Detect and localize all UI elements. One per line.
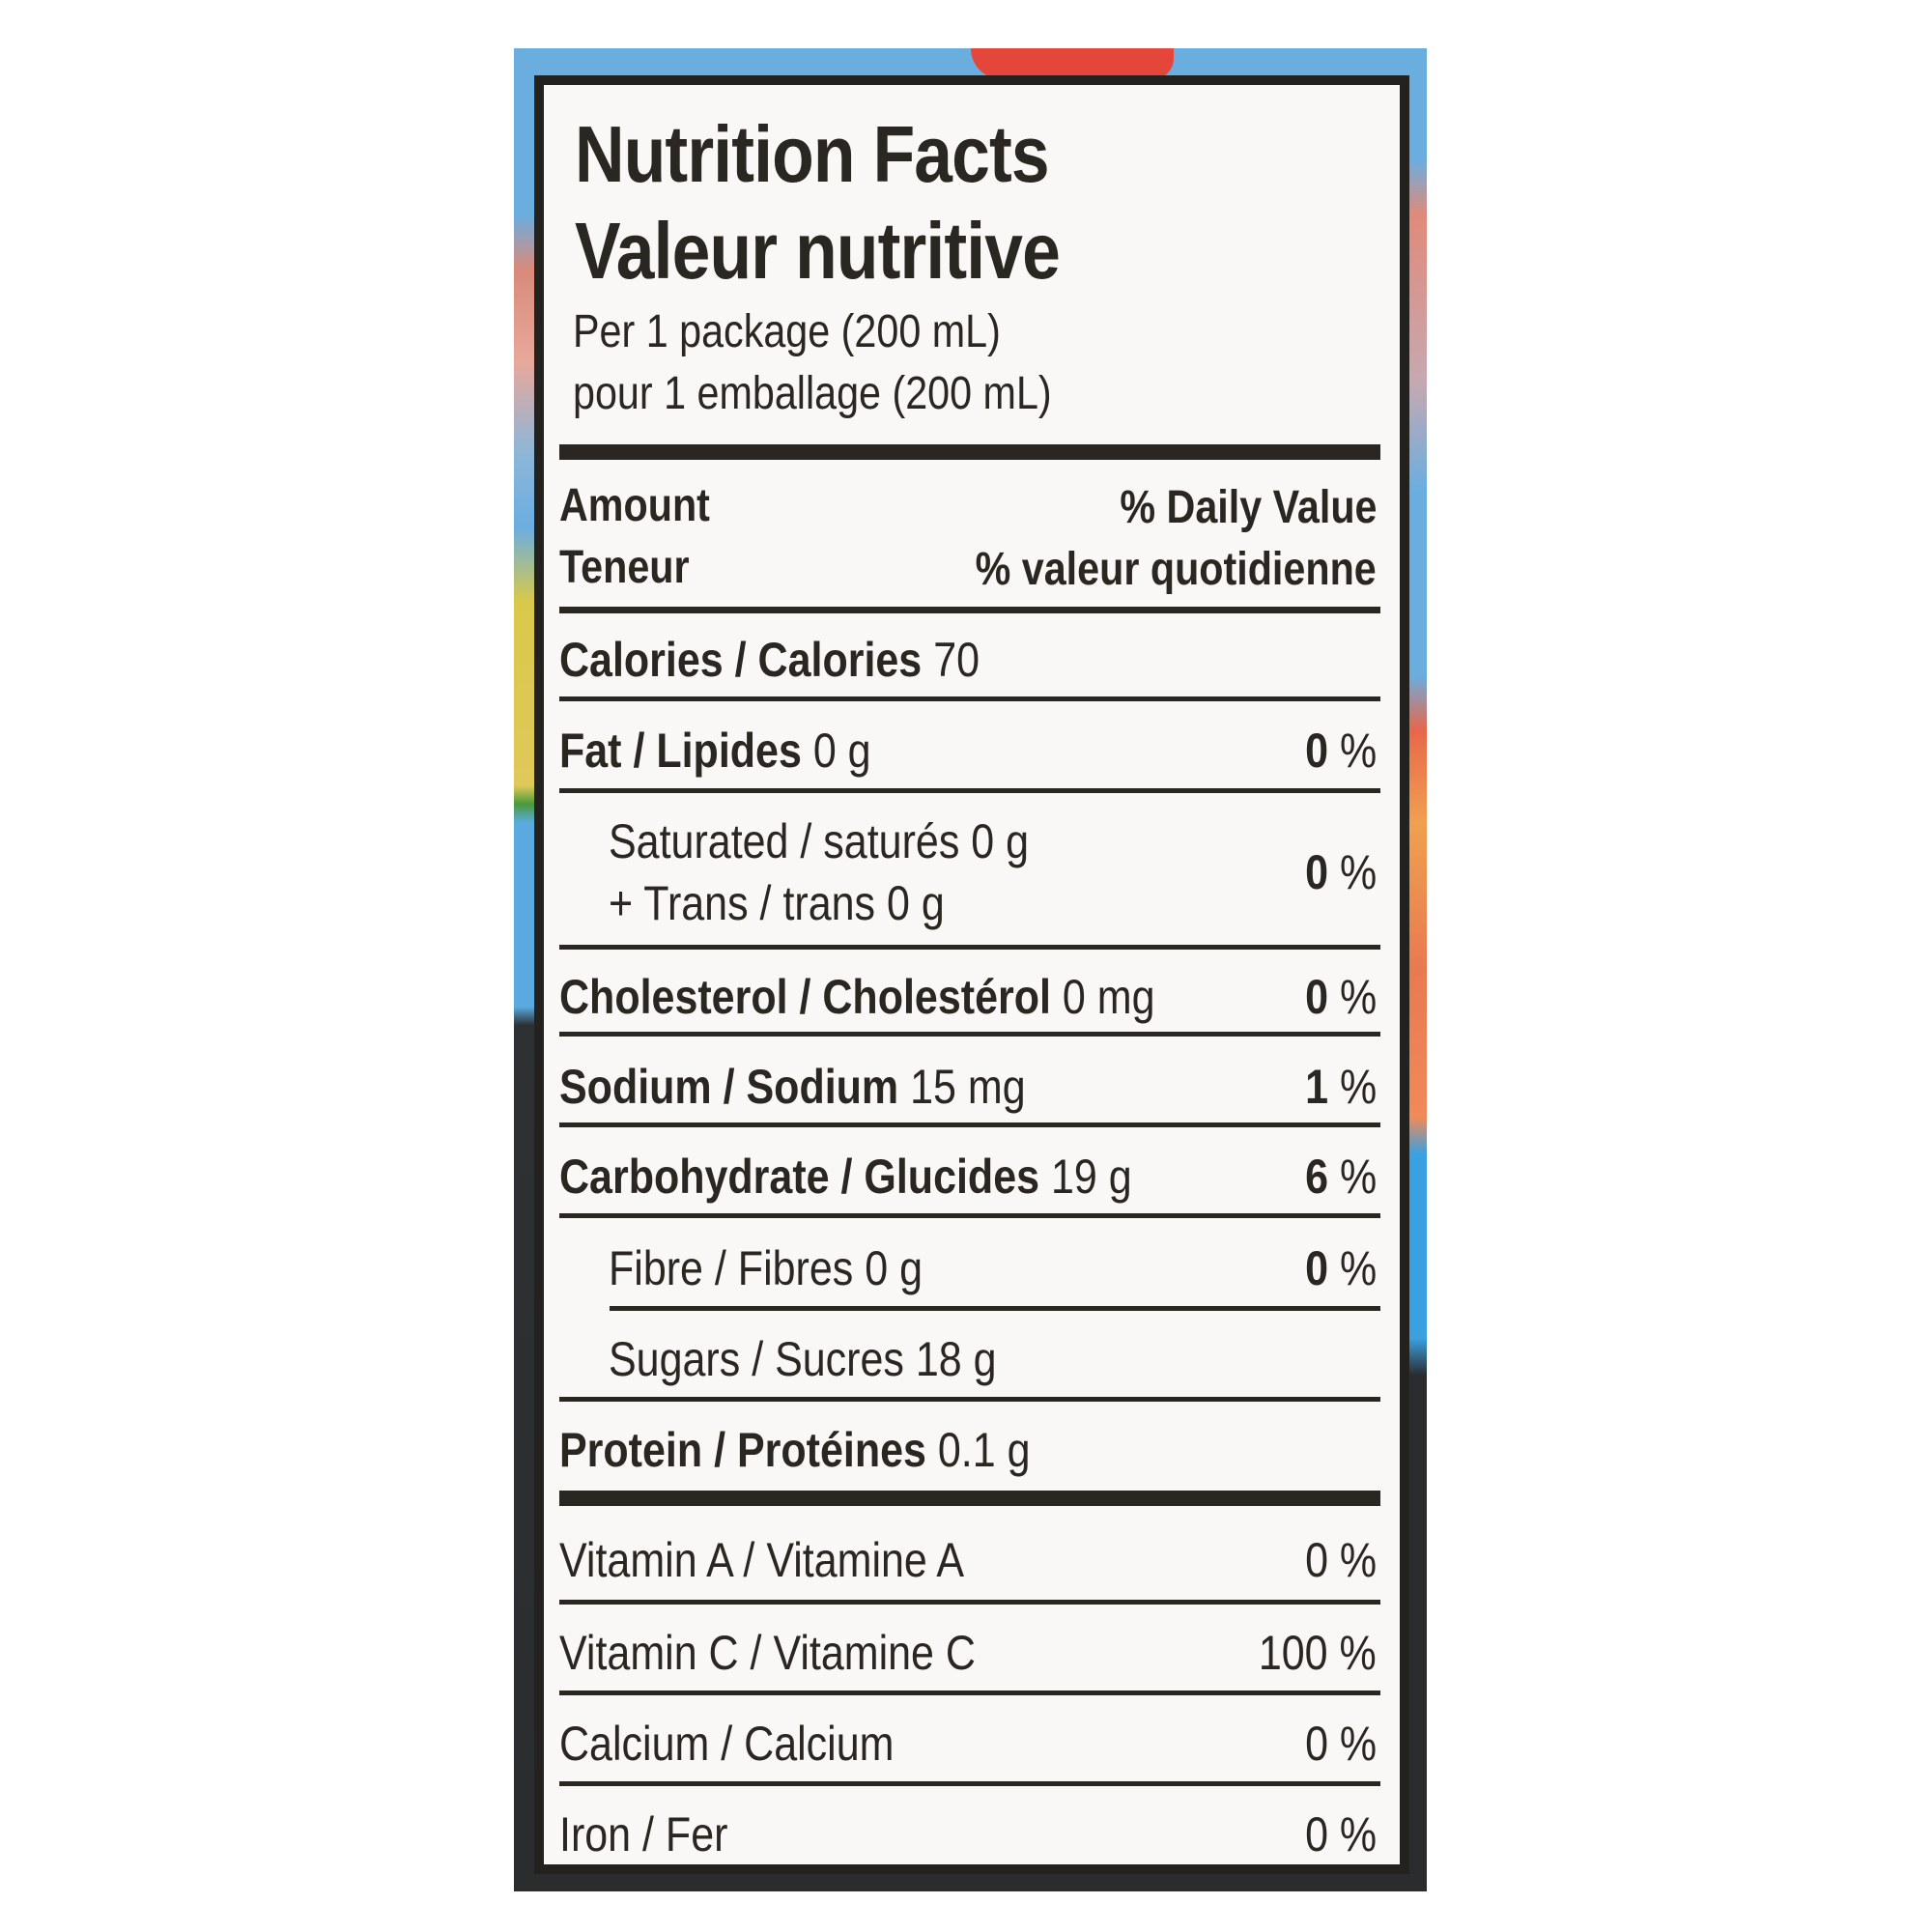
calories-row: Calories / Calories 70 — [559, 636, 980, 684]
carbohydrate-amount: 19 g — [1050, 1150, 1132, 1204]
saturated-label: Saturated / saturés — [609, 814, 960, 868]
straw-cap — [971, 48, 1174, 79]
divider — [559, 696, 1380, 701]
vitamin-a-dv: 0 % — [1304, 1533, 1377, 1587]
divider — [559, 1690, 1380, 1695]
divider — [559, 788, 1380, 793]
cholesterol-label: Cholesterol / Cholestérol — [559, 970, 1051, 1024]
divider — [559, 1781, 1380, 1786]
calories-value: 70 — [933, 633, 980, 687]
dv-number: 1 — [1304, 1060, 1328, 1114]
amount-header-fr: Teneur — [559, 542, 690, 593]
dv-number: 6 — [1304, 1150, 1328, 1204]
iron-label: Iron / Fer — [559, 1807, 728, 1861]
protein-label: Protein / Protéines — [559, 1423, 926, 1477]
protein-amount: 0.1 g — [937, 1423, 1031, 1477]
fibre-amount: 0 g — [865, 1241, 923, 1295]
cholesterol-amount: 0 mg — [1062, 970, 1155, 1024]
fibre-label: Fibre / Fibres — [609, 1241, 854, 1295]
dv-number: 0 — [1304, 1241, 1328, 1295]
serving-size-en: Per 1 package (200 mL) — [573, 306, 1001, 357]
calcium-label: Calcium / Calcium — [559, 1717, 895, 1771]
divider — [559, 1213, 1380, 1218]
thick-divider — [559, 1491, 1380, 1506]
title-fr: Valeur nutritive — [575, 206, 1061, 296]
trans-row: + Trans / trans 0 g — [609, 879, 945, 927]
dv-unit: % — [1339, 1150, 1377, 1204]
sodium-amount: 15 mg — [910, 1060, 1026, 1114]
vitamin-c-dv: 100 % — [1259, 1626, 1377, 1680]
fat-row: Fat / Lipides 0 g — [559, 726, 871, 775]
serving-size-fr: pour 1 emballage (200 mL) — [573, 368, 1052, 419]
saturated-trans-dv: 0 % — [1305, 848, 1377, 896]
dv-unit: % — [1339, 970, 1377, 1024]
dv-number: 0 — [1304, 845, 1328, 899]
sugars-label: Sugars / Sucres — [609, 1332, 904, 1386]
carbohydrate-label: Carbohydrate / Glucides — [559, 1150, 1040, 1204]
fat-label: Fat / Lipides — [559, 724, 802, 778]
protein-row: Protein / Protéines 0.1 g — [559, 1426, 1031, 1474]
carbohydrate-dv: 6 % — [1305, 1152, 1377, 1201]
dv-header-fr: % valeur quotidienne — [975, 544, 1377, 595]
sodium-dv: 1 % — [1305, 1063, 1377, 1111]
dv-unit: % — [1339, 724, 1377, 778]
dv-header-en: % Daily Value — [1119, 482, 1377, 533]
vitamin-a-label: Vitamin A / Vitamine A — [559, 1533, 965, 1587]
trans-label: + Trans / trans — [609, 876, 876, 930]
divider — [559, 1600, 1380, 1605]
amount-header-en: Amount — [559, 480, 710, 531]
divider — [559, 1122, 1380, 1127]
saturated-row: Saturated / saturés 0 g — [609, 817, 1029, 866]
thick-divider — [559, 444, 1380, 460]
saturated-amount: 0 g — [971, 814, 1030, 868]
fat-dv: 0 % — [1305, 726, 1377, 775]
sodium-label: Sodium / Sodium — [559, 1060, 899, 1114]
fat-amount: 0 g — [812, 724, 871, 778]
divider — [559, 945, 1380, 950]
fibre-dv: 0 % — [1305, 1244, 1377, 1293]
fibre-row: Fibre / Fibres 0 g — [609, 1244, 923, 1293]
trans-amount: 0 g — [887, 876, 945, 930]
iron-dv: 0 % — [1304, 1807, 1377, 1861]
dv-unit: % — [1339, 1241, 1377, 1295]
divider — [559, 1032, 1380, 1037]
calories-label: Calories / Calories — [559, 633, 923, 687]
sugars-row: Sugars / Sucres 18 g — [609, 1335, 997, 1383]
calcium-dv: 0 % — [1304, 1717, 1377, 1771]
dv-number: 0 — [1304, 724, 1328, 778]
sugars-amount: 18 g — [915, 1332, 997, 1386]
dv-number: 0 — [1304, 970, 1328, 1024]
carbohydrate-row: Carbohydrate / Glucides 19 g — [559, 1152, 1132, 1201]
dv-unit: % — [1339, 1060, 1377, 1114]
divider — [559, 1397, 1380, 1402]
cholesterol-row: Cholesterol / Cholestérol 0 mg — [559, 973, 1154, 1021]
title-en: Nutrition Facts — [575, 109, 1050, 199]
cholesterol-dv: 0 % — [1305, 973, 1377, 1021]
divider — [610, 1306, 1380, 1311]
vitamin-c-label: Vitamin C / Vitamine C — [559, 1626, 976, 1680]
sodium-row: Sodium / Sodium 15 mg — [559, 1063, 1026, 1111]
dv-unit: % — [1339, 845, 1377, 899]
divider — [559, 607, 1380, 613]
nutrition-facts-label: Nutrition Facts Valeur nutritive Per 1 p… — [534, 75, 1409, 1874]
